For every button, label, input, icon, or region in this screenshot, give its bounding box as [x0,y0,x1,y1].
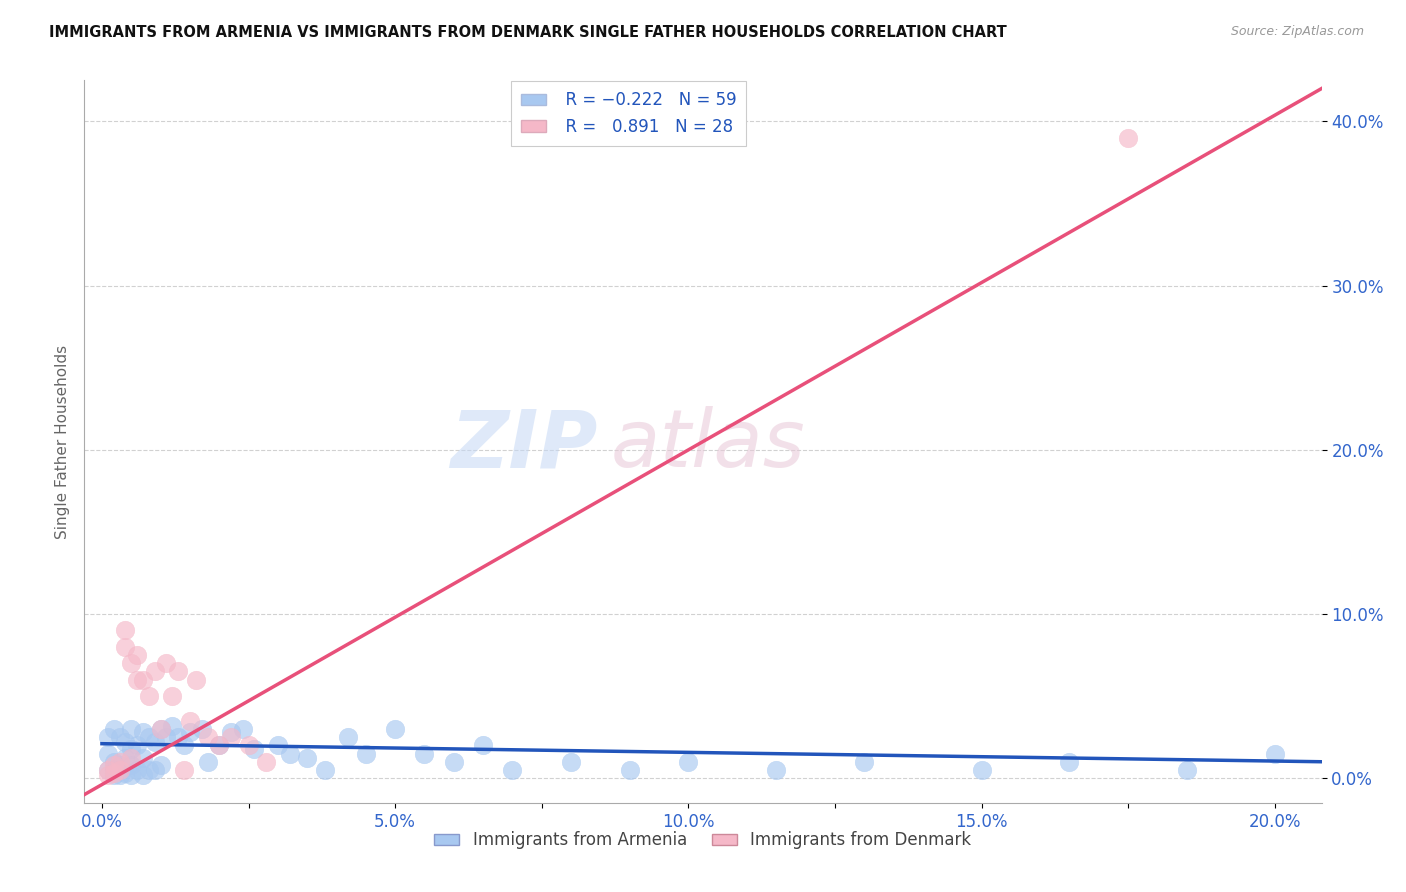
Point [114,766,136,780]
Point [132,751,155,765]
Point [97,730,120,744]
Text: IMMIGRANTS FROM ARMENIA VS IMMIGRANTS FROM DENMARK SINGLE FATHER HOUSEHOLDS CORR: IMMIGRANTS FROM ARMENIA VS IMMIGRANTS FR… [49,25,1007,40]
Point [103,766,125,780]
Point [149,722,172,736]
Point [337,730,360,744]
Point [167,665,190,679]
Point [190,722,212,736]
Point [120,657,142,671]
Point [155,730,177,744]
Text: Source: ZipAtlas.com: Source: ZipAtlas.com [1230,25,1364,38]
Point [173,763,195,777]
Point [143,763,166,777]
Point [619,763,641,777]
Point [120,768,142,782]
Point [219,725,242,739]
Point [208,739,231,753]
Point [120,722,142,736]
Point [108,755,131,769]
Point [314,763,336,777]
Point [114,640,136,654]
Point [1175,763,1198,777]
Point [103,758,125,772]
Point [120,751,142,765]
Point [138,730,160,744]
Point [120,758,142,772]
Point [97,763,120,777]
Point [853,755,876,769]
Point [103,768,125,782]
Point [197,755,219,769]
Point [97,768,120,782]
Text: ZIP: ZIP [450,406,598,484]
Point [443,755,465,769]
Point [267,739,290,753]
Point [560,755,582,769]
Point [1116,130,1139,145]
Point [127,648,149,662]
Point [132,725,155,739]
Point [1264,747,1286,761]
Point [179,714,201,728]
Point [149,722,172,736]
Text: atlas: atlas [610,406,806,484]
Point [179,725,201,739]
Point [167,730,190,744]
Point [132,768,155,782]
Point [678,755,700,769]
Point [155,657,177,671]
Point [413,747,436,761]
Point [254,755,277,769]
Point [173,739,195,753]
Point [143,665,166,679]
Point [278,747,301,761]
Point [208,739,231,753]
Point [243,741,266,756]
Point [114,751,136,765]
Point [472,739,495,753]
Point [138,763,160,777]
Point [354,747,377,761]
Point [97,763,120,777]
Point [295,751,318,765]
Y-axis label: Single Father Households: Single Father Households [55,344,70,539]
Point [114,735,136,749]
Point [1059,755,1081,769]
Point [132,673,155,687]
Point [765,763,787,777]
Point [127,673,149,687]
Point [162,689,184,703]
Point [970,763,993,777]
Point [108,768,131,782]
Point [103,763,125,777]
Point [103,755,125,769]
Point [238,739,260,753]
Point [108,730,131,744]
Point [197,730,219,744]
Point [162,718,184,732]
Point [114,624,136,638]
Point [138,689,160,703]
Point [184,673,207,687]
Point [501,763,523,777]
Point [97,747,120,761]
Point [103,722,125,736]
Point [143,735,166,749]
Point [127,739,149,753]
Point [108,758,131,772]
Legend: Immigrants from Armenia, Immigrants from Denmark: Immigrants from Armenia, Immigrants from… [427,824,979,856]
Point [149,758,172,772]
Point [232,722,254,736]
Point [108,763,131,777]
Point [120,741,142,756]
Point [384,722,406,736]
Point [219,730,242,744]
Point [127,763,149,777]
